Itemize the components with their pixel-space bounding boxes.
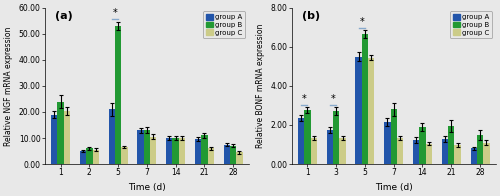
Bar <box>362 34 368 164</box>
Bar <box>384 122 390 164</box>
Bar <box>298 118 304 164</box>
Y-axis label: Relative BONF mRNA expression: Relative BONF mRNA expression <box>256 24 265 148</box>
Text: (b): (b) <box>302 11 320 21</box>
Bar <box>454 145 460 164</box>
Bar <box>310 138 317 164</box>
Bar <box>166 138 172 164</box>
Bar <box>470 148 477 164</box>
Bar <box>138 130 143 164</box>
Bar <box>356 57 362 164</box>
Bar <box>144 130 150 164</box>
Bar <box>483 143 490 164</box>
Bar <box>304 110 310 164</box>
Bar <box>230 146 236 164</box>
Bar <box>64 111 70 164</box>
Bar <box>108 109 115 164</box>
Bar <box>326 130 333 164</box>
X-axis label: Time (d): Time (d) <box>375 183 412 192</box>
Bar <box>86 148 92 164</box>
Bar <box>80 151 86 164</box>
Bar <box>390 109 397 164</box>
Bar <box>448 126 454 164</box>
Bar <box>179 138 185 164</box>
Bar <box>224 145 230 164</box>
Bar <box>477 135 483 164</box>
Text: *: * <box>302 94 306 104</box>
Bar <box>368 58 374 164</box>
Bar <box>420 127 426 164</box>
Bar <box>236 152 242 164</box>
Bar <box>150 137 156 164</box>
Bar <box>51 115 58 164</box>
Bar <box>340 138 345 164</box>
Y-axis label: Relative NGF mRNA expression: Relative NGF mRNA expression <box>4 26 13 146</box>
Text: *: * <box>330 94 336 104</box>
Bar <box>333 111 340 164</box>
Text: (a): (a) <box>55 11 72 21</box>
Bar <box>195 139 201 164</box>
Bar <box>122 147 128 164</box>
Text: *: * <box>112 8 117 18</box>
Bar <box>442 139 448 164</box>
Legend: group A, group B, group C: group A, group B, group C <box>450 11 492 38</box>
X-axis label: Time (d): Time (d) <box>128 183 166 192</box>
Text: *: * <box>360 17 364 27</box>
Legend: group A, group B, group C: group A, group B, group C <box>203 11 246 38</box>
Bar <box>115 26 121 164</box>
Bar <box>426 144 432 164</box>
Bar <box>413 140 420 164</box>
Bar <box>58 102 64 164</box>
Bar <box>397 138 403 164</box>
Bar <box>92 150 99 164</box>
Bar <box>172 138 179 164</box>
Bar <box>208 148 214 164</box>
Bar <box>201 135 207 164</box>
